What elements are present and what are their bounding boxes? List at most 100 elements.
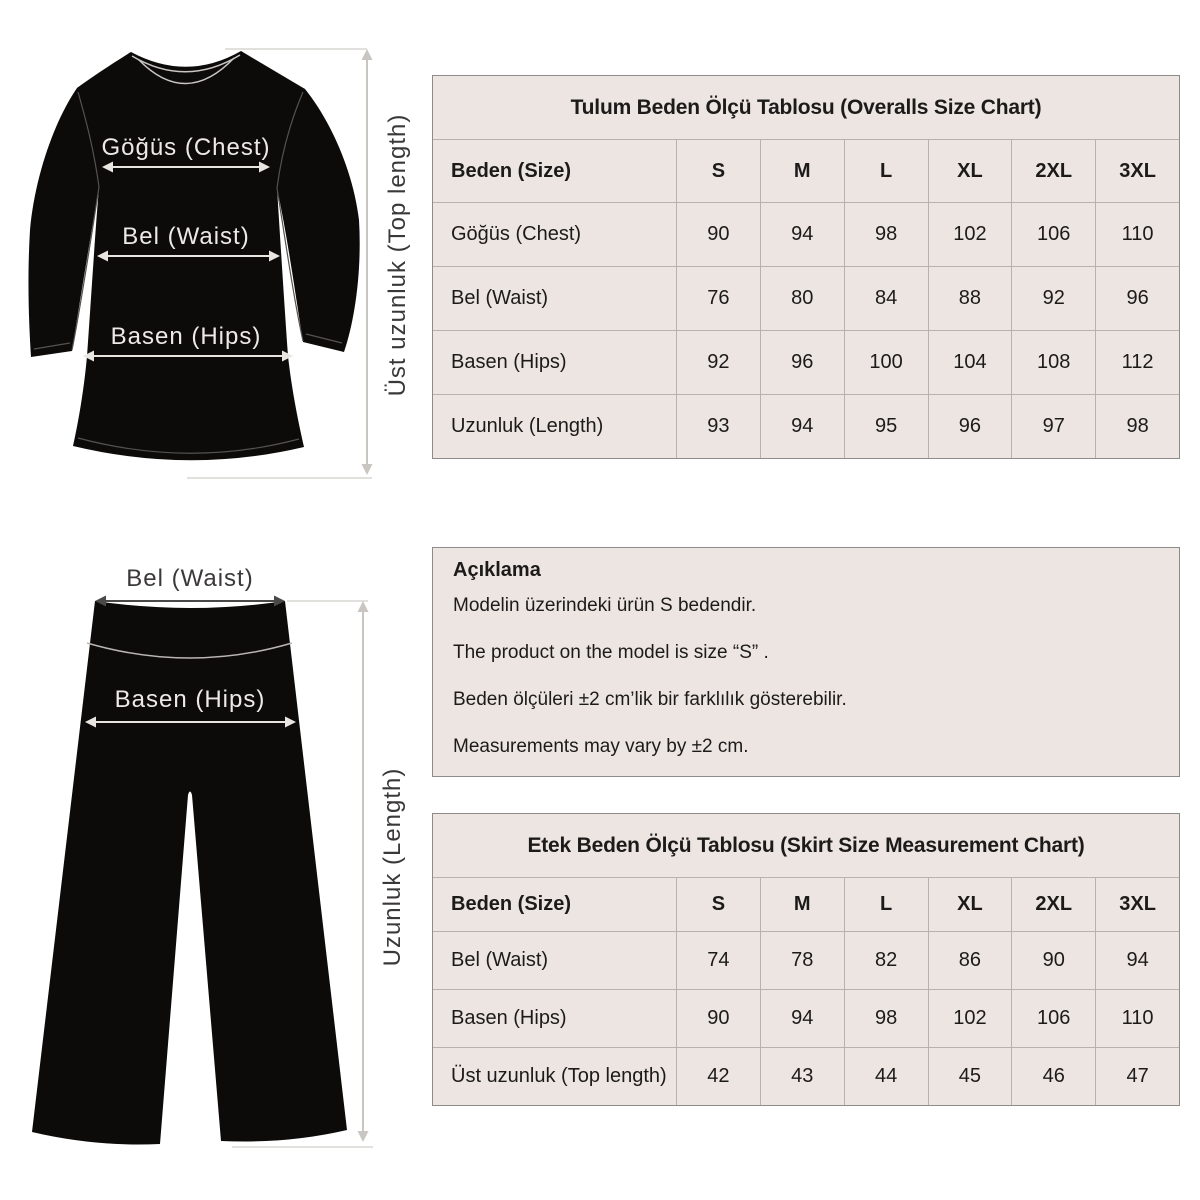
- cell: 112: [1095, 331, 1179, 394]
- header-xl: XL: [927, 878, 1012, 931]
- collar-inner-line: [138, 57, 235, 85]
- note-line: Beden ölçüleri ±2 cm’lik bir farklılık g…: [453, 689, 847, 710]
- cell: 80: [759, 267, 844, 330]
- cell: 102: [927, 203, 1012, 266]
- pants-hips-arrow: [85, 716, 296, 728]
- header-2xl: 2XL: [1011, 140, 1095, 202]
- note-line: Modelin üzerindeki ürün S bedendir.: [453, 595, 757, 616]
- cell: 78: [759, 932, 844, 989]
- cell: 97: [1011, 395, 1095, 458]
- row-label: Basen (Hips): [451, 351, 567, 373]
- cell: 104: [927, 331, 1012, 394]
- overalls-top-diagram: Göğüs (Chest) Bel (Waist) Basen (Hips): [28, 48, 411, 479]
- cell: 96: [759, 331, 844, 394]
- table-row: Bel (Waist) 76 80 84 88 92 96: [433, 266, 1179, 330]
- cell: 94: [759, 203, 844, 266]
- cell: 93: [676, 395, 760, 458]
- pants-body: [32, 601, 347, 1145]
- overalls-table-title: Tulum Beden Ölçü Tablosu (Overalls Size …: [570, 95, 1042, 119]
- cell: 90: [1011, 932, 1095, 989]
- header-s: S: [676, 878, 760, 931]
- skirt-size-table: Etek Beden Ölçü Tablosu (Skirt Size Meas…: [432, 813, 1180, 1106]
- header-3xl: 3XL: [1095, 878, 1179, 931]
- pants-illustration: [32, 601, 347, 1145]
- cell: 45: [927, 1048, 1012, 1105]
- cell: 96: [927, 395, 1012, 458]
- header-s: S: [676, 140, 760, 202]
- note-line: The product on the model is size “S” .: [453, 642, 769, 663]
- hips-arrow: [83, 350, 293, 362]
- row-label: Göğüs (Chest): [451, 223, 582, 245]
- header-size: Beden (Size): [451, 159, 572, 182]
- pants-hips-label: Basen (Hips): [115, 686, 266, 713]
- tunic-right-sleeve: [241, 51, 360, 352]
- row-label: Uzunluk (Length): [451, 415, 604, 437]
- cell: 106: [1011, 990, 1095, 1047]
- cell: 106: [1011, 203, 1095, 266]
- cell: 86: [927, 932, 1012, 989]
- header-m: M: [759, 140, 844, 202]
- pants-waist-arrow: [95, 595, 285, 607]
- cell: 47: [1095, 1048, 1179, 1105]
- row-label: Basen (Hips): [451, 1007, 567, 1029]
- pants-length-label: Uzunluk (Length): [379, 768, 406, 967]
- cell: 90: [676, 203, 760, 266]
- header-m: M: [759, 878, 844, 931]
- cell: 92: [1011, 267, 1095, 330]
- collar-outer-line: [131, 54, 241, 73]
- yoke-seam-line: [86, 642, 293, 659]
- tunic-seams: [33, 91, 343, 454]
- top-length-dimension: Üst uzunluk (Top length): [187, 48, 411, 479]
- header-2xl: 2XL: [1011, 878, 1095, 931]
- cell: 84: [843, 267, 928, 330]
- cell: 76: [676, 267, 760, 330]
- pants-length-dimension: Uzunluk (Length): [232, 600, 406, 1148]
- hips-dimension-label: Basen (Hips): [111, 323, 262, 350]
- cell: 100: [843, 331, 928, 394]
- cell: 43: [759, 1048, 844, 1105]
- cell: 46: [1011, 1048, 1095, 1105]
- pants-waist-label: Bel (Waist): [126, 565, 253, 592]
- cell: 82: [843, 932, 928, 989]
- header-3xl: 3XL: [1095, 140, 1179, 202]
- cell: 110: [1095, 990, 1179, 1047]
- header-l: L: [843, 878, 928, 931]
- header-xl: XL: [927, 140, 1012, 202]
- cell: 44: [843, 1048, 928, 1105]
- cell: 74: [676, 932, 760, 989]
- header-l: L: [843, 140, 928, 202]
- notes-box: Açıklama Modelin üzerindeki ürün S beden…: [432, 547, 1180, 777]
- header-size: Beden (Size): [451, 893, 572, 915]
- tunic-left-sleeve: [28, 52, 131, 357]
- cell: 88: [927, 267, 1012, 330]
- table-row: Bel (Waist) 74 78 82 86 90 94: [433, 931, 1179, 989]
- top-length-label: Üst uzunluk (Top length): [384, 114, 411, 397]
- table-row: Göğüs (Chest) 90 94 98 102 106 110: [433, 202, 1179, 266]
- cell: 92: [676, 331, 760, 394]
- notes-title: Açıklama: [453, 559, 541, 581]
- top-length-arrow: [361, 49, 373, 475]
- skirt-bottom-diagram: Bel (Waist) Basen (Hips): [32, 565, 406, 1148]
- overalls-table-header-row: Beden (Size) S M L XL 2XL 3XL: [433, 139, 1179, 202]
- table-row: Üst uzunluk (Top length) 42 43 44 45 46 …: [433, 1047, 1179, 1105]
- cell: 108: [1011, 331, 1095, 394]
- note-line: Measurements may vary by ±2 cm.: [453, 736, 749, 757]
- cell: 94: [759, 990, 844, 1047]
- cell: 102: [927, 990, 1012, 1047]
- waist-dimension-label: Bel (Waist): [122, 223, 249, 250]
- cell: 90: [676, 990, 760, 1047]
- chest-dimension-label: Göğüs (Chest): [101, 134, 270, 161]
- pants-length-arrow: [357, 601, 369, 1142]
- table-row: Basen (Hips) 92 96 100 104 108 112: [433, 330, 1179, 394]
- cell: 110: [1095, 203, 1179, 266]
- cell: 98: [843, 990, 928, 1047]
- table-row: Basen (Hips) 90 94 98 102 106 110: [433, 989, 1179, 1047]
- overalls-size-table: Tulum Beden Ölçü Tablosu (Overalls Size …: [432, 75, 1180, 459]
- row-label: Üst uzunluk (Top length): [451, 1065, 667, 1087]
- table-row: Uzunluk (Length) 93 94 95 96 97 98: [433, 394, 1179, 458]
- cell: 96: [1095, 267, 1179, 330]
- cell: 42: [676, 1048, 760, 1105]
- cell: 94: [759, 395, 844, 458]
- cell: 98: [843, 203, 928, 266]
